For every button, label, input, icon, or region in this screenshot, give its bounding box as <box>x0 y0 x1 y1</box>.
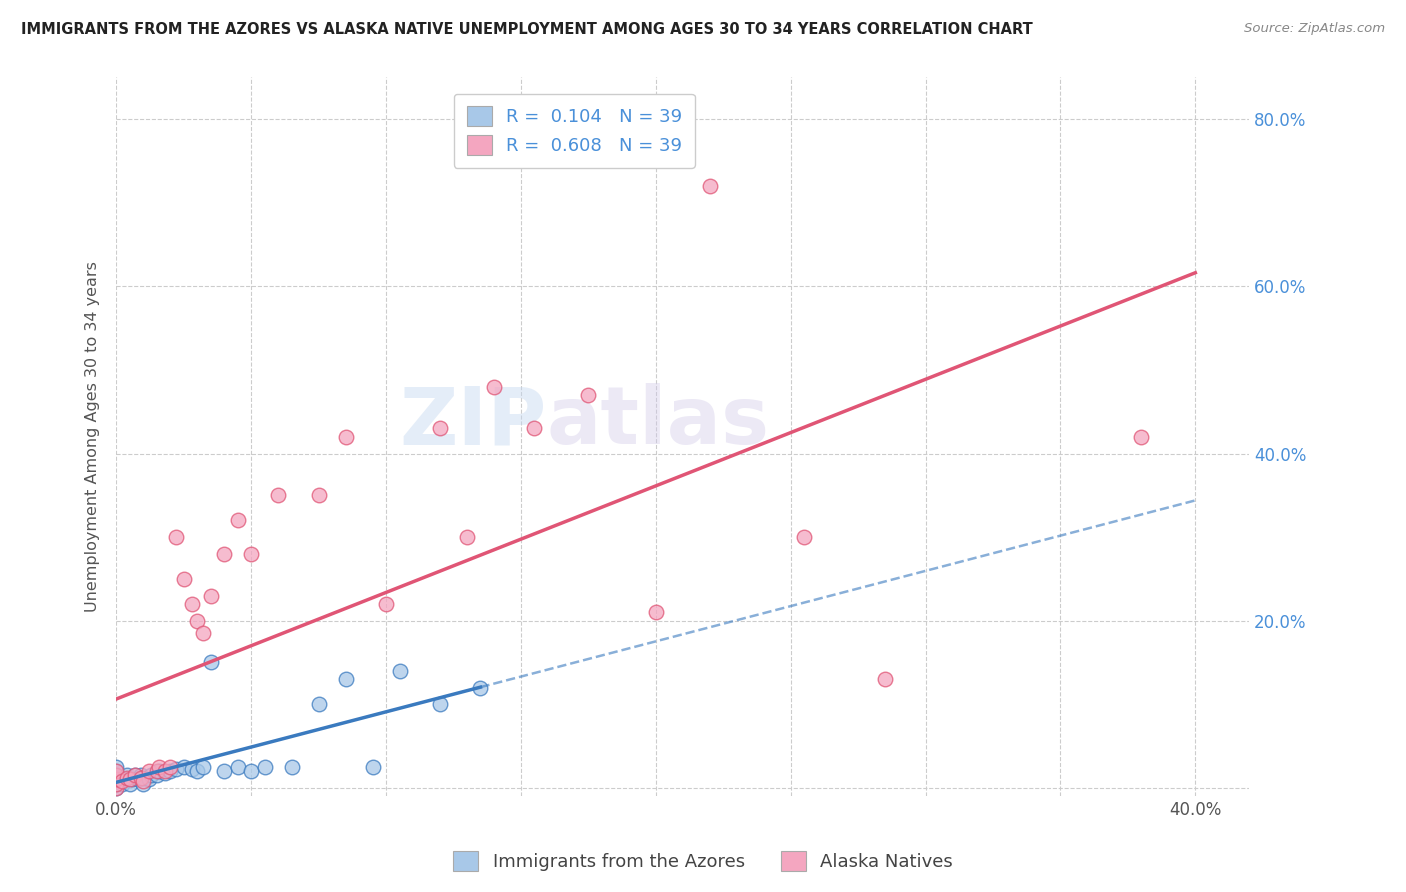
Point <box>200 656 222 670</box>
Point <box>118 772 141 787</box>
Point <box>429 421 451 435</box>
Point <box>200 589 222 603</box>
Point <box>165 763 187 777</box>
Point <box>375 597 398 611</box>
Point <box>180 597 202 611</box>
Point <box>105 764 128 778</box>
Point <box>173 760 195 774</box>
Point <box>191 626 214 640</box>
Point <box>145 768 167 782</box>
Point <box>280 760 302 774</box>
Point <box>124 768 146 782</box>
Point <box>105 777 128 791</box>
Text: IMMIGRANTS FROM THE AZORES VS ALASKA NATIVE UNEMPLOYMENT AMONG AGES 30 TO 34 YEA: IMMIGRANTS FROM THE AZORES VS ALASKA NAT… <box>21 22 1033 37</box>
Point <box>105 764 128 778</box>
Point <box>153 765 176 780</box>
Point <box>429 697 451 711</box>
Point <box>118 777 141 791</box>
Point <box>361 760 384 774</box>
Legend: Immigrants from the Azores, Alaska Natives: Immigrants from the Azores, Alaska Nativ… <box>446 844 960 879</box>
Point <box>148 764 170 778</box>
Point <box>576 388 599 402</box>
Point <box>148 760 170 774</box>
Point <box>105 777 128 791</box>
Point <box>226 513 249 527</box>
Point <box>138 772 160 787</box>
Point <box>875 672 897 686</box>
Point <box>212 547 235 561</box>
Point <box>153 764 176 778</box>
Point <box>240 547 263 561</box>
Point <box>186 614 208 628</box>
Point <box>186 764 208 778</box>
Legend: R =  0.104   N = 39, R =  0.608   N = 39: R = 0.104 N = 39, R = 0.608 N = 39 <box>454 94 695 168</box>
Text: ZIP: ZIP <box>399 384 547 461</box>
Point <box>253 760 276 774</box>
Point <box>138 764 160 778</box>
Point <box>173 572 195 586</box>
Point <box>191 760 214 774</box>
Point <box>335 430 357 444</box>
Point <box>127 772 149 787</box>
Point <box>105 768 128 782</box>
Text: atlas: atlas <box>547 384 770 461</box>
Point <box>129 768 152 782</box>
Point <box>105 760 128 774</box>
Point <box>335 672 357 686</box>
Point <box>699 179 721 194</box>
Point <box>793 530 815 544</box>
Point <box>105 780 128 795</box>
Point <box>132 774 155 789</box>
Point <box>308 488 330 502</box>
Point <box>121 772 143 787</box>
Point <box>112 772 135 787</box>
Point <box>644 605 666 619</box>
Point <box>129 771 152 785</box>
Point <box>105 772 128 787</box>
Point <box>226 760 249 774</box>
Point <box>124 768 146 782</box>
Point <box>165 530 187 544</box>
Point <box>145 764 167 778</box>
Point <box>132 777 155 791</box>
Point <box>132 771 155 785</box>
Point <box>105 768 128 782</box>
Point <box>456 530 478 544</box>
Point <box>240 764 263 778</box>
Point <box>180 763 202 777</box>
Point <box>523 421 546 435</box>
Point <box>267 488 290 502</box>
Text: Source: ZipAtlas.com: Source: ZipAtlas.com <box>1244 22 1385 36</box>
Point <box>212 764 235 778</box>
Point <box>111 777 134 791</box>
Point <box>115 768 138 782</box>
Point <box>105 772 128 787</box>
Point <box>111 774 134 789</box>
Point <box>115 771 138 785</box>
Y-axis label: Unemployment Among Ages 30 to 34 years: Unemployment Among Ages 30 to 34 years <box>86 261 100 612</box>
Point <box>1130 430 1153 444</box>
Point <box>159 764 181 778</box>
Point <box>141 768 163 782</box>
Point <box>308 697 330 711</box>
Point <box>470 681 492 695</box>
Point <box>388 664 411 678</box>
Point <box>482 379 505 393</box>
Point <box>159 760 181 774</box>
Point <box>105 780 128 795</box>
